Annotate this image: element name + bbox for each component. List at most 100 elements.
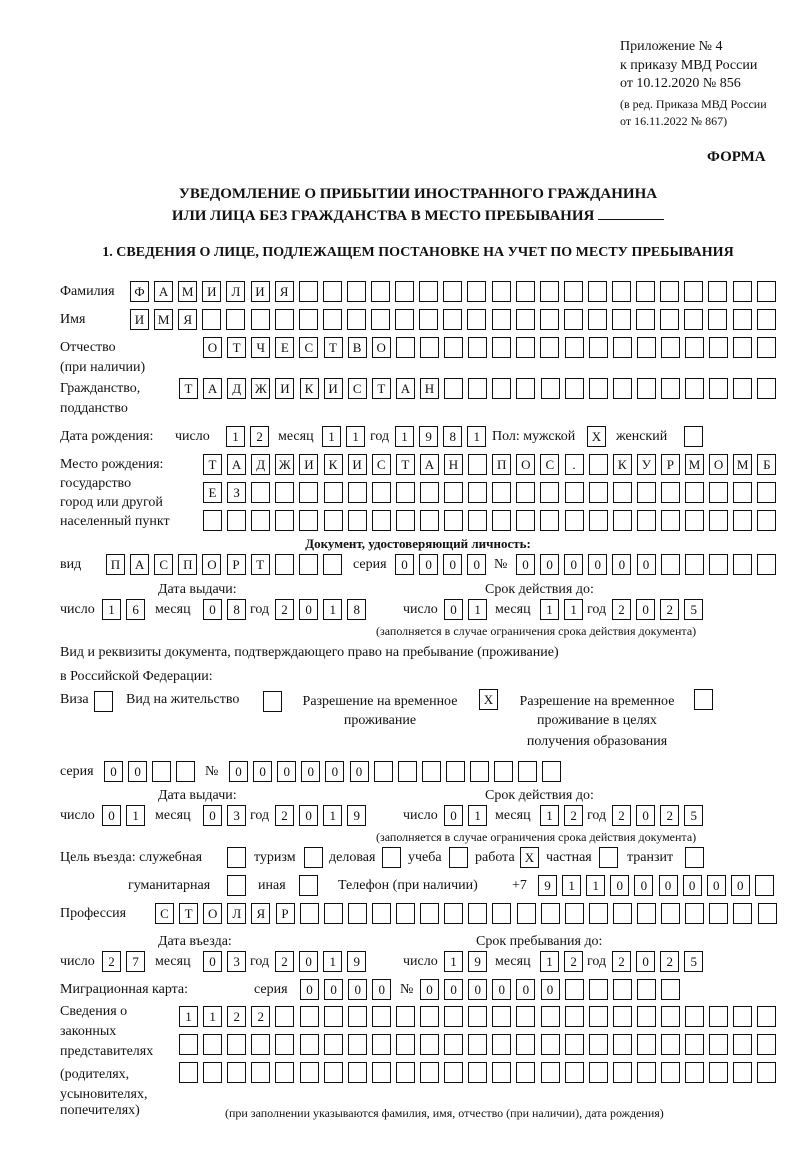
char-cell[interactable] [660, 482, 680, 503]
char-cell[interactable]: 0 [349, 761, 369, 782]
char-cell[interactable] [588, 510, 608, 531]
char-cell[interactable]: М [685, 454, 704, 475]
char-cell[interactable] [757, 482, 777, 503]
char-cell[interactable] [250, 309, 270, 330]
char-cell[interactable] [176, 761, 196, 782]
char-cell[interactable] [756, 309, 776, 330]
char-cell[interactable] [298, 281, 318, 302]
char-cell[interactable]: 7 [126, 951, 146, 972]
char-cell[interactable]: 3 [227, 805, 247, 826]
char-cell[interactable]: Р [660, 454, 680, 475]
char-cell[interactable]: 2 [275, 951, 294, 972]
char-cell[interactable]: Т [227, 337, 247, 358]
char-cell[interactable] [274, 554, 294, 575]
char-cell[interactable] [612, 337, 632, 358]
char-cell[interactable] [347, 1062, 367, 1083]
char-cell[interactable]: 9 [538, 875, 557, 896]
char-cell[interactable] [757, 1006, 777, 1027]
char-cell[interactable]: Я [274, 281, 294, 302]
char-cell[interactable] [733, 482, 753, 503]
char-cell[interactable]: С [371, 454, 391, 475]
char-cell[interactable] [587, 281, 607, 302]
char-cell[interactable]: Ф [130, 281, 149, 302]
char-cell[interactable]: 1 [562, 875, 582, 896]
char-cell[interactable]: Ж [251, 378, 271, 399]
char-cell[interactable]: О [203, 903, 223, 924]
char-cell[interactable]: 0 [636, 599, 656, 620]
char-cell[interactable]: 9 [468, 951, 488, 972]
char-cell[interactable] [733, 1034, 753, 1055]
char-cell[interactable] [322, 309, 342, 330]
char-cell[interactable] [516, 482, 536, 503]
char-cell[interactable]: О [203, 337, 222, 358]
char-cell[interactable] [733, 378, 753, 399]
char-cell[interactable] [275, 510, 295, 531]
char-cell[interactable] [395, 482, 415, 503]
char-cell[interactable]: 0 [636, 951, 656, 972]
char-cell[interactable]: 3 [227, 951, 247, 972]
char-cell[interactable]: 0 [277, 761, 297, 782]
char-cell[interactable] [299, 875, 318, 896]
char-cell[interactable]: 0 [636, 554, 656, 575]
char-cell[interactable] [203, 1034, 223, 1055]
char-cell[interactable]: 1 [468, 805, 488, 826]
char-cell[interactable]: 0 [443, 554, 463, 575]
char-cell[interactable] [733, 337, 753, 358]
char-cell[interactable] [518, 761, 538, 782]
char-cell[interactable] [468, 1006, 488, 1027]
char-cell[interactable] [564, 378, 584, 399]
char-cell[interactable]: 8 [443, 426, 463, 447]
char-cell[interactable]: Л [227, 903, 247, 924]
char-cell[interactable] [444, 482, 463, 503]
char-cell[interactable] [588, 979, 608, 1000]
char-cell[interactable] [588, 378, 608, 399]
char-cell[interactable] [661, 1034, 680, 1055]
char-cell[interactable] [587, 309, 607, 330]
char-cell[interactable] [468, 903, 488, 924]
char-cell[interactable]: А [154, 281, 174, 302]
char-cell[interactable] [661, 903, 681, 924]
char-cell[interactable]: 2 [612, 805, 631, 826]
char-cell[interactable] [660, 337, 680, 358]
char-cell[interactable]: 0 [516, 979, 536, 1000]
char-cell[interactable] [709, 1062, 729, 1083]
char-cell[interactable] [299, 482, 319, 503]
char-cell[interactable]: 2 [275, 599, 294, 620]
char-cell[interactable] [732, 554, 752, 575]
char-cell[interactable]: 0 [299, 951, 319, 972]
char-cell[interactable] [275, 1006, 295, 1027]
char-cell[interactable]: 1 [468, 599, 488, 620]
char-cell[interactable] [492, 1062, 512, 1083]
char-cell[interactable]: 0 [203, 805, 222, 826]
char-cell[interactable] [275, 1062, 295, 1083]
char-cell[interactable]: 0 [253, 761, 273, 782]
char-cell[interactable] [757, 1034, 777, 1055]
char-cell[interactable] [492, 482, 512, 503]
char-cell[interactable]: З [227, 482, 247, 503]
char-cell[interactable] [540, 337, 560, 358]
char-cell[interactable] [685, 1034, 705, 1055]
char-cell[interactable]: 0 [395, 554, 414, 575]
char-cell[interactable] [661, 378, 680, 399]
char-cell[interactable]: X [587, 426, 606, 447]
char-cell[interactable] [733, 1062, 753, 1083]
char-cell[interactable] [564, 510, 584, 531]
char-cell[interactable]: У [636, 454, 656, 475]
char-cell[interactable]: 0 [299, 599, 319, 620]
char-cell[interactable] [599, 847, 618, 868]
char-cell[interactable] [564, 337, 584, 358]
char-cell[interactable] [732, 309, 752, 330]
char-cell[interactable] [757, 510, 777, 531]
char-cell[interactable] [564, 1006, 584, 1027]
char-cell[interactable] [468, 337, 488, 358]
char-cell[interactable] [685, 337, 704, 358]
char-cell[interactable] [540, 482, 560, 503]
char-cell[interactable] [588, 903, 608, 924]
char-cell[interactable] [347, 903, 367, 924]
char-cell[interactable]: 0 [682, 875, 702, 896]
char-cell[interactable] [468, 510, 488, 531]
char-cell[interactable]: 5 [684, 599, 704, 620]
char-cell[interactable] [516, 1006, 536, 1027]
char-cell[interactable] [588, 1034, 608, 1055]
char-cell[interactable] [588, 482, 608, 503]
